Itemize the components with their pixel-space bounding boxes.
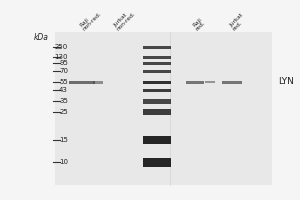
Text: 43: 43 — [59, 87, 68, 93]
Bar — [143, 158, 171, 166]
Text: 250: 250 — [55, 44, 68, 50]
Text: red.: red. — [195, 20, 207, 32]
Bar — [143, 80, 171, 84]
Bar — [143, 98, 171, 104]
Text: 15: 15 — [59, 137, 68, 143]
Bar — [143, 88, 171, 92]
Bar — [143, 109, 171, 115]
Bar — [222, 80, 242, 84]
Text: Raji: Raji — [79, 17, 90, 28]
Text: non-red.: non-red. — [82, 11, 103, 32]
Text: red.: red. — [232, 20, 244, 32]
Text: Raji: Raji — [191, 17, 203, 28]
Text: 95: 95 — [59, 60, 68, 66]
Text: 130: 130 — [55, 54, 68, 60]
Text: kDa: kDa — [34, 33, 49, 43]
Bar — [55, 32, 272, 185]
Text: Jurkat: Jurkat — [112, 12, 128, 28]
Text: 10: 10 — [59, 159, 68, 165]
Text: LYN: LYN — [278, 77, 294, 86]
Bar — [143, 62, 171, 64]
Text: 35: 35 — [59, 98, 68, 104]
Bar — [143, 55, 171, 58]
Text: 70: 70 — [59, 68, 68, 74]
Text: 55: 55 — [59, 79, 68, 85]
Bar — [143, 136, 171, 144]
Bar — [143, 70, 171, 72]
Text: 25: 25 — [59, 109, 68, 115]
Bar — [69, 80, 95, 84]
Bar — [93, 80, 103, 84]
Bar — [186, 80, 204, 84]
Bar — [205, 81, 215, 83]
Text: non-red.: non-red. — [116, 11, 137, 32]
Text: Jurkat: Jurkat — [229, 12, 244, 28]
Bar — [143, 46, 171, 48]
